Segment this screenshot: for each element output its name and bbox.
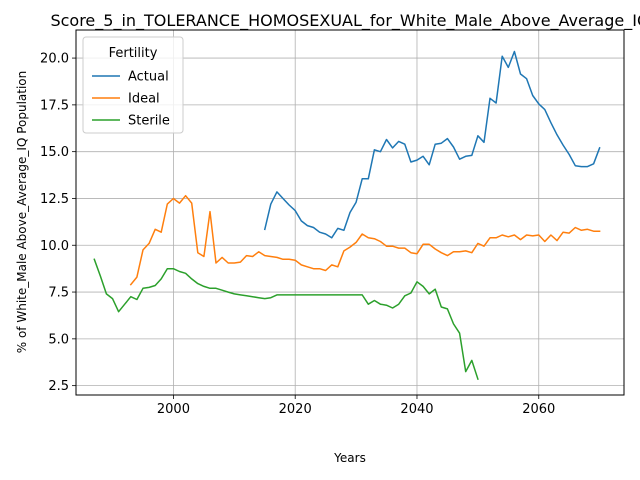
legend-label-ideal: Ideal — [128, 92, 160, 107]
series-lines — [93, 50, 601, 381]
x-tick-label: 2000 — [157, 402, 190, 417]
x-tick-label: 2020 — [279, 402, 312, 417]
legend-box — [82, 36, 184, 134]
legend-label-sterile: Sterile — [128, 114, 170, 129]
legend-title: Fertility — [109, 46, 158, 61]
legend: Fertility Actual Ideal Sterile — [82, 36, 184, 134]
chart-title: Score_5_in_TOLERANCE_HOMOSEXUAL_for_Whit… — [50, 11, 640, 31]
axis-ticks: 2000 2020 2040 2060 2.5 5.0 7.5 10.0 12.5 15.0 17.… — [40, 52, 555, 417]
grid-lines — [76, 30, 624, 395]
y-tick-label: 10.0 — [40, 239, 69, 254]
series-line-sterile — [93, 258, 479, 381]
y-tick-label: 20.0 — [40, 52, 69, 67]
y-tick-label: 2.5 — [48, 379, 69, 394]
y-tick-label: 17.5 — [40, 98, 69, 113]
y-tick-label: 5.0 — [48, 332, 69, 347]
legend-label-actual: Actual — [128, 70, 169, 85]
y-tick-label: 7.5 — [48, 286, 69, 301]
x-tick-label: 2040 — [400, 402, 433, 417]
x-tick-label: 2060 — [522, 402, 555, 417]
series-line-ideal — [129, 194, 601, 286]
x-axis-label: Years — [333, 451, 366, 465]
y-tick-label: 12.5 — [40, 192, 69, 207]
y-axis-label: % of White_Male Above_Average_IQ Populat… — [15, 71, 29, 354]
plot-frame — [75, 29, 625, 396]
legend-entries: Actual Ideal Sterile — [92, 70, 170, 129]
y-tick-label: 15.0 — [40, 145, 69, 160]
series-line-actual — [263, 50, 601, 239]
